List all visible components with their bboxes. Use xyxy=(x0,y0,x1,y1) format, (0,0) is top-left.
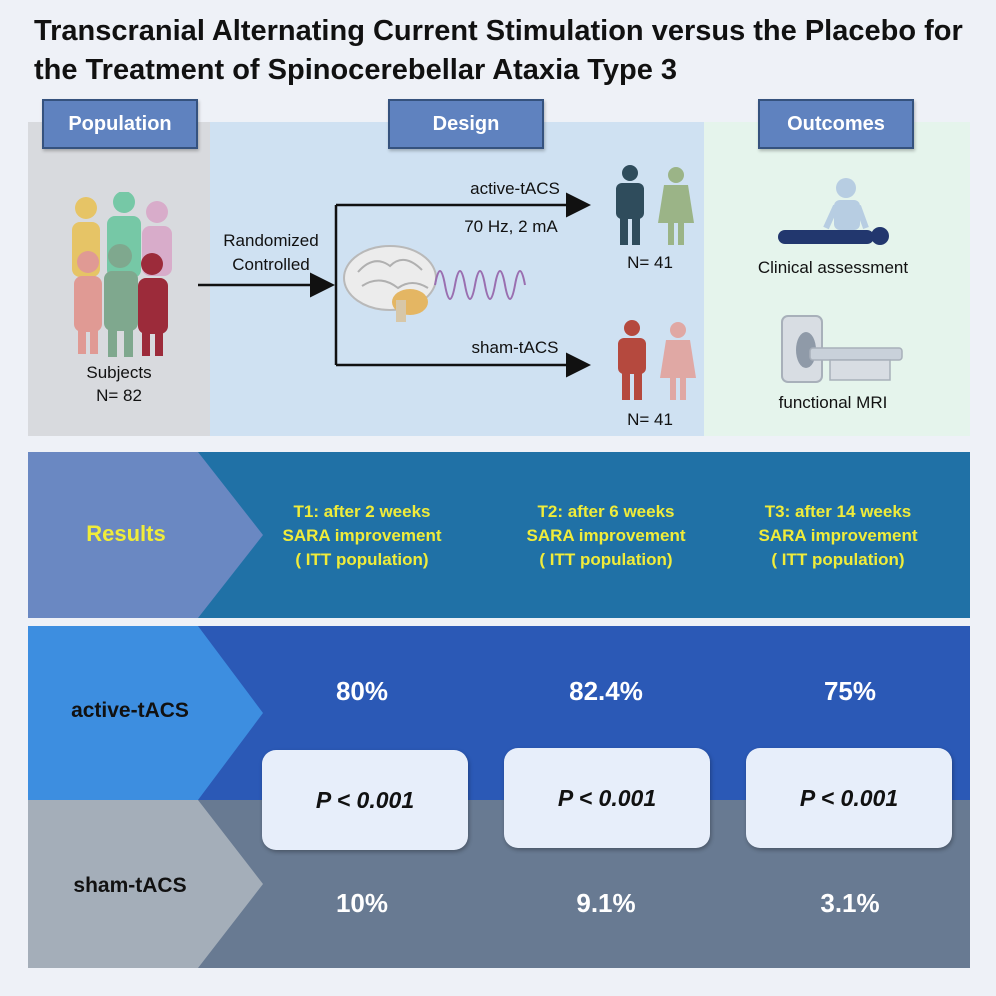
active-arm-label: active-tACS xyxy=(470,179,560,198)
results-label: Results xyxy=(86,521,166,546)
mri-scanner-icon xyxy=(781,315,903,383)
active-value-t2: 82.4% xyxy=(569,676,643,706)
active-group-icon xyxy=(616,165,694,245)
sham-value-t2: 9.1% xyxy=(576,888,636,918)
randomization-arrows xyxy=(198,192,591,378)
sham-count: N= 41 xyxy=(627,410,673,429)
pvalue-box-t1: P < 0.001 xyxy=(262,750,468,850)
outcomes-panel xyxy=(704,122,970,436)
mri-label: functional MRI xyxy=(778,393,888,412)
sham-group-icon xyxy=(618,320,696,400)
sham-value-t1: 10% xyxy=(335,888,389,918)
active-arm-params: 70 Hz, 2 mA xyxy=(464,217,558,236)
sham-value-t3: 3.1% xyxy=(820,888,880,918)
timepoint-3-header: T3: after 14 weeks SARA improvement ( IT… xyxy=(758,502,918,569)
randomized-label: Randomized xyxy=(223,231,319,250)
clinical-assessment-label: Clinical assessment xyxy=(757,258,909,277)
outcomes-header: Outcomes xyxy=(758,99,914,149)
population-header: Population xyxy=(42,99,198,149)
sham-row-label: sham-tACS xyxy=(73,874,187,897)
active-chevron xyxy=(28,626,263,800)
subjects-count: N= 82 xyxy=(96,386,142,405)
page-title: Transcranial Alternating Current Stimula… xyxy=(34,15,963,86)
active-count: N= 41 xyxy=(627,253,673,272)
design-header: Design xyxy=(388,99,544,149)
controlled-label: Controlled xyxy=(232,255,310,274)
sham-chevron xyxy=(28,800,263,968)
subjects-label: Subjects xyxy=(86,363,152,382)
clinical-assessment-icon xyxy=(778,178,889,245)
pvalue-box-t3: P < 0.001 xyxy=(746,748,952,848)
active-value-t3: 75% xyxy=(823,676,877,706)
results-chevron xyxy=(28,452,263,618)
people-group-icon xyxy=(72,192,172,357)
active-value-t1: 80% xyxy=(335,676,389,706)
timepoint-2-header: T2: after 6 weeks SARA improvement ( ITT… xyxy=(526,502,686,569)
pvalue-box-t2: P < 0.001 xyxy=(504,748,710,848)
sham-arm-label: sham-tACS xyxy=(471,338,559,357)
brain-icon xyxy=(343,245,526,322)
active-row-label: active-tACS xyxy=(71,699,189,722)
timepoint-1-header: T1: after 2 weeks SARA improvement ( ITT… xyxy=(282,502,442,569)
